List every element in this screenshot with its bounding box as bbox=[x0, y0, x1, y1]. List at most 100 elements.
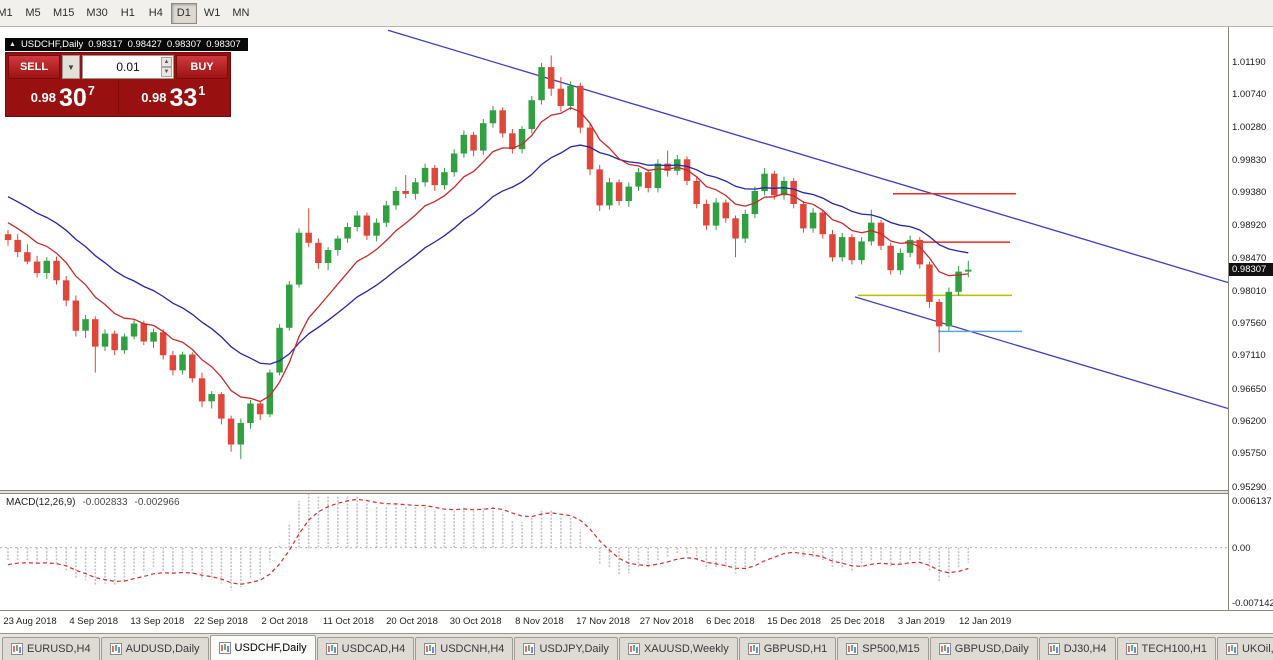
date-axis-label: 17 Nov 2018 bbox=[576, 616, 630, 627]
chart-tab-label: TECH100,H1 bbox=[1141, 643, 1207, 655]
chart-tab-xauusd-weekly[interactable]: XAUUSD,Weekly bbox=[618, 637, 738, 660]
chart-icon bbox=[1225, 643, 1238, 655]
date-axis-label: 2 Oct 2018 bbox=[261, 616, 308, 627]
date-axis-label: 15 Dec 2018 bbox=[767, 616, 821, 627]
chart-icon bbox=[325, 643, 338, 655]
timeframe-button-m30[interactable]: M30 bbox=[86, 6, 108, 19]
chart-icon bbox=[109, 643, 122, 655]
macd-name: MACD(12,26,9) bbox=[6, 497, 76, 508]
chart-tab-eurusd-h4[interactable]: EURUSD,H4 bbox=[2, 637, 100, 660]
price-axis[interactable]: 0.98307 1.01190 1.00740 1.00280 0.99830 0.99… bbox=[1228, 27, 1273, 610]
timeframe-button-mn[interactable]: MN bbox=[232, 6, 250, 19]
timeframe-button-d1[interactable]: D1 bbox=[170, 2, 197, 24]
timeframe-button-h1[interactable]: H1 bbox=[120, 6, 135, 19]
chart-tab-dj30-h4[interactable]: DJ30,H4 bbox=[1038, 637, 1116, 660]
macd-signal-value: -0.002966 bbox=[134, 497, 180, 508]
chart-tab-usdcnh-h4[interactable]: USDCNH,H4 bbox=[415, 637, 514, 660]
date-axis-label: 4 Sep 2018 bbox=[69, 616, 118, 627]
timeframe-button-m5[interactable]: M5 bbox=[25, 6, 41, 19]
chart-icon bbox=[424, 643, 437, 655]
buy-price[interactable]: 0.98 33 1 bbox=[117, 81, 229, 114]
sell-button[interactable]: SELL bbox=[8, 55, 60, 79]
chart-tab-ukoil-h1[interactable]: UKOil,H1 bbox=[1216, 637, 1273, 660]
macd-chart[interactable] bbox=[0, 494, 1228, 610]
chart-icon bbox=[747, 643, 760, 655]
chart-tab-label: USDCHF,Daily bbox=[234, 642, 307, 654]
sell-price-prefix: 0.98 bbox=[30, 90, 57, 105]
sell-price-point: 7 bbox=[87, 83, 95, 98]
date-axis-label: 25 Dec 2018 bbox=[830, 616, 885, 627]
price-axis-label: 1.01190 bbox=[1232, 56, 1266, 68]
chart-icon bbox=[1125, 643, 1138, 655]
date-axis-label: 3 Jan 2019 bbox=[897, 616, 945, 627]
current-price-badge: 0.98307 bbox=[1229, 263, 1273, 277]
chart-tab-label: XAUUSD,Weekly bbox=[643, 643, 729, 655]
chevron-down-icon: ▼ bbox=[67, 62, 75, 72]
chart-tab-label: SP500,M15 bbox=[862, 643, 920, 655]
buy-button[interactable]: BUY bbox=[176, 55, 228, 79]
chart-tab-usdjpy-daily[interactable]: USDJPY,Daily bbox=[514, 637, 618, 660]
collapse-icon[interactable]: ▲ bbox=[9, 41, 16, 48]
price-axis-label: 0.98010 bbox=[1232, 285, 1267, 297]
date-axis-label: 22 Sep 2018 bbox=[194, 616, 248, 627]
price-axis-label: 0.99380 bbox=[1232, 186, 1267, 198]
price-axis-label: 0.98470 bbox=[1232, 252, 1267, 264]
price-axis-label: 0.95290 bbox=[1232, 481, 1267, 493]
timeframe-toolbar: M1 M5 M15 M30 H1 H4 D1 W1 MN bbox=[0, 0, 1273, 27]
low-value: 0.98307 bbox=[166, 39, 202, 50]
price-axis-label: 0.96650 bbox=[1232, 383, 1267, 395]
chart-tab-label: DJ30,H4 bbox=[1063, 643, 1107, 655]
price-axis-label: 1.00740 bbox=[1232, 88, 1267, 100]
timeframe-button-m15[interactable]: M15 bbox=[53, 6, 75, 19]
chart-tab-usdchf-daily[interactable]: USDCHF,Daily bbox=[209, 635, 316, 660]
close-value: 0.98307 bbox=[206, 39, 241, 50]
high-value: 0.98427 bbox=[127, 39, 162, 50]
ohlc-strip: ▲ USDCHF,Daily 0.98317 0.98427 0.98307 0… bbox=[5, 38, 248, 51]
lot-dropdown-button[interactable]: ▼ bbox=[62, 55, 80, 79]
chart-tab-label: USDCNH,H4 bbox=[440, 643, 505, 655]
chart-tab-gbpusd-h1[interactable]: GBPUSD,H1 bbox=[738, 637, 837, 660]
macd-axis-label: -0.007142 bbox=[1232, 598, 1273, 609]
date-axis-label: 13 Sep 2018 bbox=[130, 616, 185, 627]
date-axis-label: 12 Jan 2019 bbox=[958, 616, 1012, 627]
date-axis-label: 11 Oct 2018 bbox=[322, 616, 374, 627]
buy-price-point: 1 bbox=[198, 83, 206, 98]
chart-tab-label: GBPUSD,Daily bbox=[954, 643, 1029, 655]
pane-separator[interactable] bbox=[0, 490, 1273, 494]
chart-tab-bar: EURUSD,H4 AUDUSD,Daily USDCHF,Daily USDCAD,… bbox=[0, 633, 1273, 660]
timeframe-button-h4[interactable]: H4 bbox=[148, 6, 163, 19]
price-chart[interactable] bbox=[0, 27, 1228, 490]
date-axis-label: 20 Oct 2018 bbox=[386, 616, 438, 627]
price-axis-label: 0.96200 bbox=[1232, 416, 1267, 427]
chart-tab-label: EURUSD,H4 bbox=[27, 643, 91, 655]
macd-value: -0.002833 bbox=[82, 497, 128, 508]
chart-tab-audusd-daily[interactable]: AUDUSD,Daily bbox=[100, 637, 209, 660]
stepper-up-icon[interactable]: ▲ bbox=[161, 57, 172, 67]
chart-tab-usdcad-h4[interactable]: USDCAD,H4 bbox=[316, 637, 415, 660]
timeframe-button-w1[interactable]: W1 bbox=[203, 6, 221, 19]
macd-axis-label: 0.006137 bbox=[1232, 496, 1272, 507]
macd-indicator-label: MACD(12,26,9) -0.002833 -0.002966 bbox=[6, 497, 180, 508]
date-axis-label: 8 Nov 2018 bbox=[515, 616, 564, 627]
chart-tab-label: AUDUSD,Daily bbox=[125, 643, 200, 655]
lot-size-input[interactable]: 0.01 ▲ ▼ bbox=[82, 55, 174, 79]
chart-tab-gbpusd-daily[interactable]: GBPUSD,Daily bbox=[929, 637, 1038, 660]
chart-tab-label: UKOil,H1 bbox=[1241, 643, 1273, 655]
timeframe-button-m1[interactable]: M1 bbox=[0, 6, 13, 19]
chart-tab-label: GBPUSD,H1 bbox=[763, 643, 828, 655]
chart-icon bbox=[523, 643, 536, 655]
symbol-label: USDCHF,Daily bbox=[20, 39, 84, 50]
price-axis-label: 0.97110 bbox=[1232, 350, 1266, 362]
buy-price-prefix: 0.98 bbox=[141, 90, 167, 105]
price-axis-label: 1.00280 bbox=[1232, 122, 1267, 134]
stepper-down-icon[interactable]: ▼ bbox=[161, 67, 172, 77]
lot-stepper: ▲ ▼ bbox=[161, 57, 172, 77]
chart-tab-sp500-m15[interactable]: SP500,M15 bbox=[837, 637, 929, 660]
date-axis-label: 27 Nov 2018 bbox=[639, 616, 694, 627]
date-axis-label: 30 Oct 2018 bbox=[449, 616, 502, 627]
date-axis[interactable]: 23 Aug 2018 4 Sep 2018 13 Sep 2018 22 Sep 2… bbox=[0, 610, 1273, 633]
chart-tab-tech100-h1[interactable]: TECH100,H1 bbox=[1116, 637, 1216, 660]
chart-icon bbox=[846, 643, 859, 655]
sell-price[interactable]: 0.98 30 7 bbox=[8, 81, 118, 114]
